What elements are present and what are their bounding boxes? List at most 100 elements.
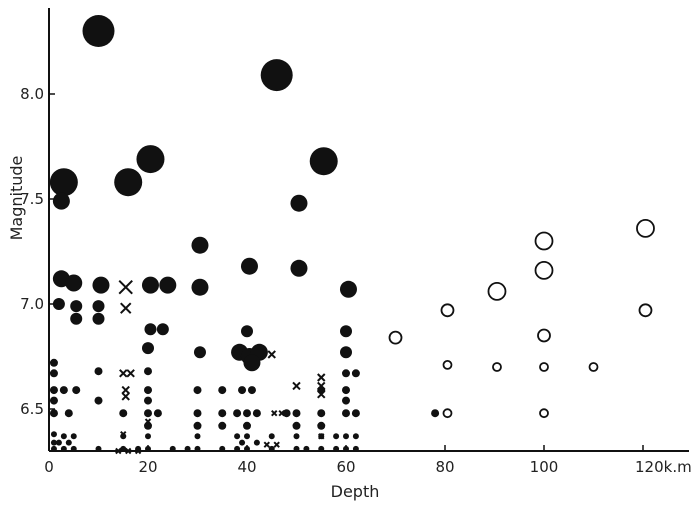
filled-circle-point — [303, 445, 310, 452]
cross-point — [317, 381, 326, 391]
filled-circle-point — [49, 396, 58, 405]
filled-circle-point — [144, 367, 152, 376]
filled-circle-point — [219, 445, 226, 452]
filled-circle-point — [240, 257, 258, 275]
cross-point — [144, 418, 152, 425]
filled-circle-point — [145, 445, 151, 452]
open-circle-point — [534, 260, 554, 280]
filled-circle-point — [218, 409, 227, 418]
filled-circle-point — [114, 168, 143, 197]
open-circle-point — [534, 231, 554, 251]
filled-circle-point — [194, 445, 201, 452]
filled-circle-point — [92, 276, 110, 294]
filled-circle-point — [193, 386, 202, 395]
filled-circle-point — [241, 325, 253, 338]
filled-circle-point — [243, 354, 261, 372]
filled-circle-point — [144, 386, 152, 395]
filled-circle-point — [333, 445, 340, 452]
filled-circle-point — [153, 409, 162, 418]
x-tick-label: 100 — [530, 458, 559, 476]
cross-point — [134, 447, 142, 455]
filled-circle-point — [253, 439, 260, 446]
filled-circle-point — [65, 439, 72, 446]
filled-circle-point — [94, 367, 103, 376]
filled-circle-point — [49, 168, 78, 197]
y-axis-title: Magnitude — [7, 156, 26, 241]
filled-circle-point — [92, 312, 105, 325]
cross-point — [292, 381, 301, 391]
filled-circle-point — [309, 147, 338, 176]
axes — [48, 8, 689, 452]
filled-circle-point — [145, 433, 151, 440]
filled-circle-point — [70, 300, 83, 313]
filled-circle-point — [70, 312, 83, 325]
filled-circle-point — [142, 342, 154, 355]
x-tick-label: 60 — [336, 458, 355, 476]
open-circle-point — [442, 408, 453, 419]
filled-circle-point — [159, 276, 177, 294]
filled-circle-point — [238, 386, 247, 395]
filled-circle-point — [49, 369, 58, 378]
open-circle-point — [442, 359, 453, 370]
filled-circle-point — [343, 433, 349, 440]
filled-circle-point — [184, 445, 191, 452]
filled-circle-point — [95, 445, 102, 452]
cross-point — [273, 441, 280, 448]
filled-circle-point — [243, 409, 251, 418]
filled-circle-point — [343, 445, 349, 452]
filled-circle-point — [169, 445, 176, 452]
filled-circle-point — [144, 396, 152, 405]
filled-circle-point — [65, 274, 83, 292]
cross-point — [267, 350, 276, 359]
filled-circle-point — [92, 300, 105, 313]
cross-point — [119, 369, 128, 378]
filled-circle-point — [290, 259, 308, 277]
x-tick-label: 20 — [138, 458, 157, 476]
filled-circle-point — [351, 409, 360, 418]
cross-point — [318, 433, 325, 440]
filled-circle-point — [64, 409, 73, 418]
filled-circle-point — [50, 439, 57, 446]
cross-point — [126, 369, 135, 378]
cross-point — [120, 302, 132, 314]
filled-circle-point — [136, 145, 165, 174]
filled-circle-point — [243, 421, 251, 430]
filled-circle-point — [247, 386, 256, 395]
x-tick-label: 40 — [237, 458, 256, 476]
cross-point — [317, 390, 326, 399]
data-marks — [49, 15, 655, 455]
filled-circle-point — [317, 421, 326, 430]
open-circle-point — [539, 362, 549, 372]
open-circle-point — [539, 408, 549, 419]
cross-point — [118, 279, 133, 295]
filled-circle-point — [50, 431, 57, 438]
filled-circle-point — [191, 278, 209, 296]
filled-circle-point — [293, 433, 300, 440]
cross-point — [263, 441, 271, 448]
filled-circle-point — [141, 276, 159, 294]
filled-circle-point — [82, 15, 115, 47]
filled-circle-point — [194, 433, 201, 440]
filled-circle-point — [156, 323, 169, 336]
filled-circle-point — [352, 445, 359, 452]
y-tick-label: 8.0 — [20, 85, 44, 103]
filled-circle-point — [268, 445, 275, 452]
filled-circle-point — [292, 409, 301, 418]
filled-circle-point — [233, 409, 242, 418]
filled-circle-point — [239, 439, 246, 446]
open-circle-point — [388, 330, 403, 345]
cross-point — [121, 385, 130, 395]
open-circle-point — [588, 362, 599, 372]
filled-circle-point — [340, 346, 352, 359]
x-axis-title: Depth — [331, 482, 380, 501]
filled-circle-point — [342, 409, 350, 418]
filled-circle-point — [268, 433, 275, 440]
open-circle-point — [638, 303, 653, 318]
filled-circle-point — [193, 421, 202, 430]
filled-circle-point — [342, 386, 350, 395]
filled-circle-point — [144, 409, 152, 418]
filled-circle-point — [49, 409, 58, 418]
filled-circle-point — [317, 409, 326, 418]
open-circle-point — [492, 362, 502, 372]
